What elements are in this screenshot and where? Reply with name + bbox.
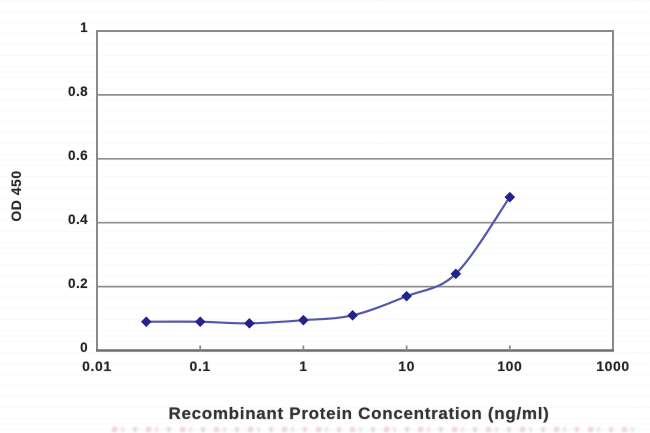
y-axis-title: OD 450 [8,170,24,222]
x-tick-label: 10 [398,358,415,374]
y-tick-label: 0.4 [68,211,88,227]
data-point-marker [298,314,309,326]
jpeg-artifact-strip [112,427,642,432]
x-tick-label: 0.01 [82,358,112,374]
data-point-marker [347,310,358,321]
data-point-marker [401,290,412,302]
y-tick-label: 1 [80,20,88,35]
data-point-marker [140,316,152,328]
x-tick-label: 1 [299,358,308,374]
x-tick-label: 100 [497,358,523,374]
x-tick-label: 1000 [596,358,630,374]
x-axis-title: Recombinant Protein Concentration (ng/ml… [168,404,550,423]
y-tick-label: 0 [80,339,88,355]
data-point-marker [244,318,255,329]
data-point-marker [450,268,462,280]
data-point-marker [194,316,206,328]
x-tick-label: 0.1 [189,358,211,374]
y-tick-label: 0.8 [68,83,88,99]
y-tick-label: 0.6 [68,147,88,163]
y-tick-label: 0.2 [68,275,88,291]
data-point-marker [504,191,516,203]
